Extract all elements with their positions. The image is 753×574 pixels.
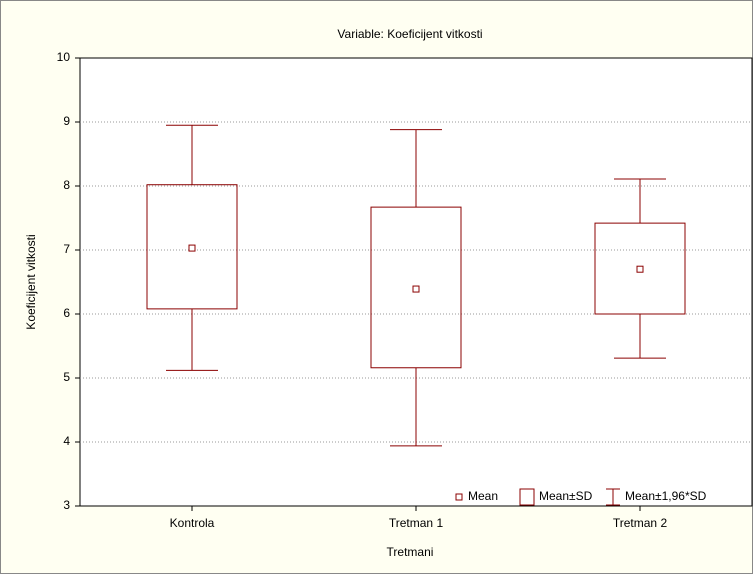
- sd-box: [370, 206, 462, 369]
- x-tick-label: Tretman 2: [613, 516, 668, 530]
- y-tick-label: 5: [63, 370, 70, 384]
- legend-label: Mean±SD: [539, 489, 593, 503]
- legend-whisker-icon: [606, 488, 620, 506]
- chart-title: Variable: Koeficijent vitkosti: [337, 27, 482, 41]
- y-tick-label: 9: [63, 114, 70, 128]
- y-tick-label: 4: [63, 434, 70, 448]
- y-tick-label: 10: [57, 50, 71, 64]
- y-tick-label: 3: [63, 498, 70, 512]
- mean-marker: [412, 285, 420, 293]
- x-tick-label: Tretman 1: [389, 516, 444, 530]
- y-tick-label: 8: [63, 178, 70, 192]
- y-axis-label: Koeficijent vitkosti: [24, 234, 38, 329]
- mean-marker: [188, 244, 196, 252]
- sd-box: [146, 184, 238, 310]
- x-tick-label: Kontrola: [170, 516, 215, 530]
- legend-label: Mean: [468, 489, 498, 503]
- legend-mean-icon: [455, 493, 463, 501]
- mean-marker: [636, 265, 644, 273]
- x-axis-label: Tretmani: [387, 545, 434, 559]
- legend-label: Mean±1,96*SD: [625, 489, 707, 503]
- legend-box-icon: [519, 488, 535, 506]
- sd-box: [594, 222, 686, 315]
- y-tick-label: 7: [63, 242, 70, 256]
- y-tick-label: 6: [63, 306, 70, 320]
